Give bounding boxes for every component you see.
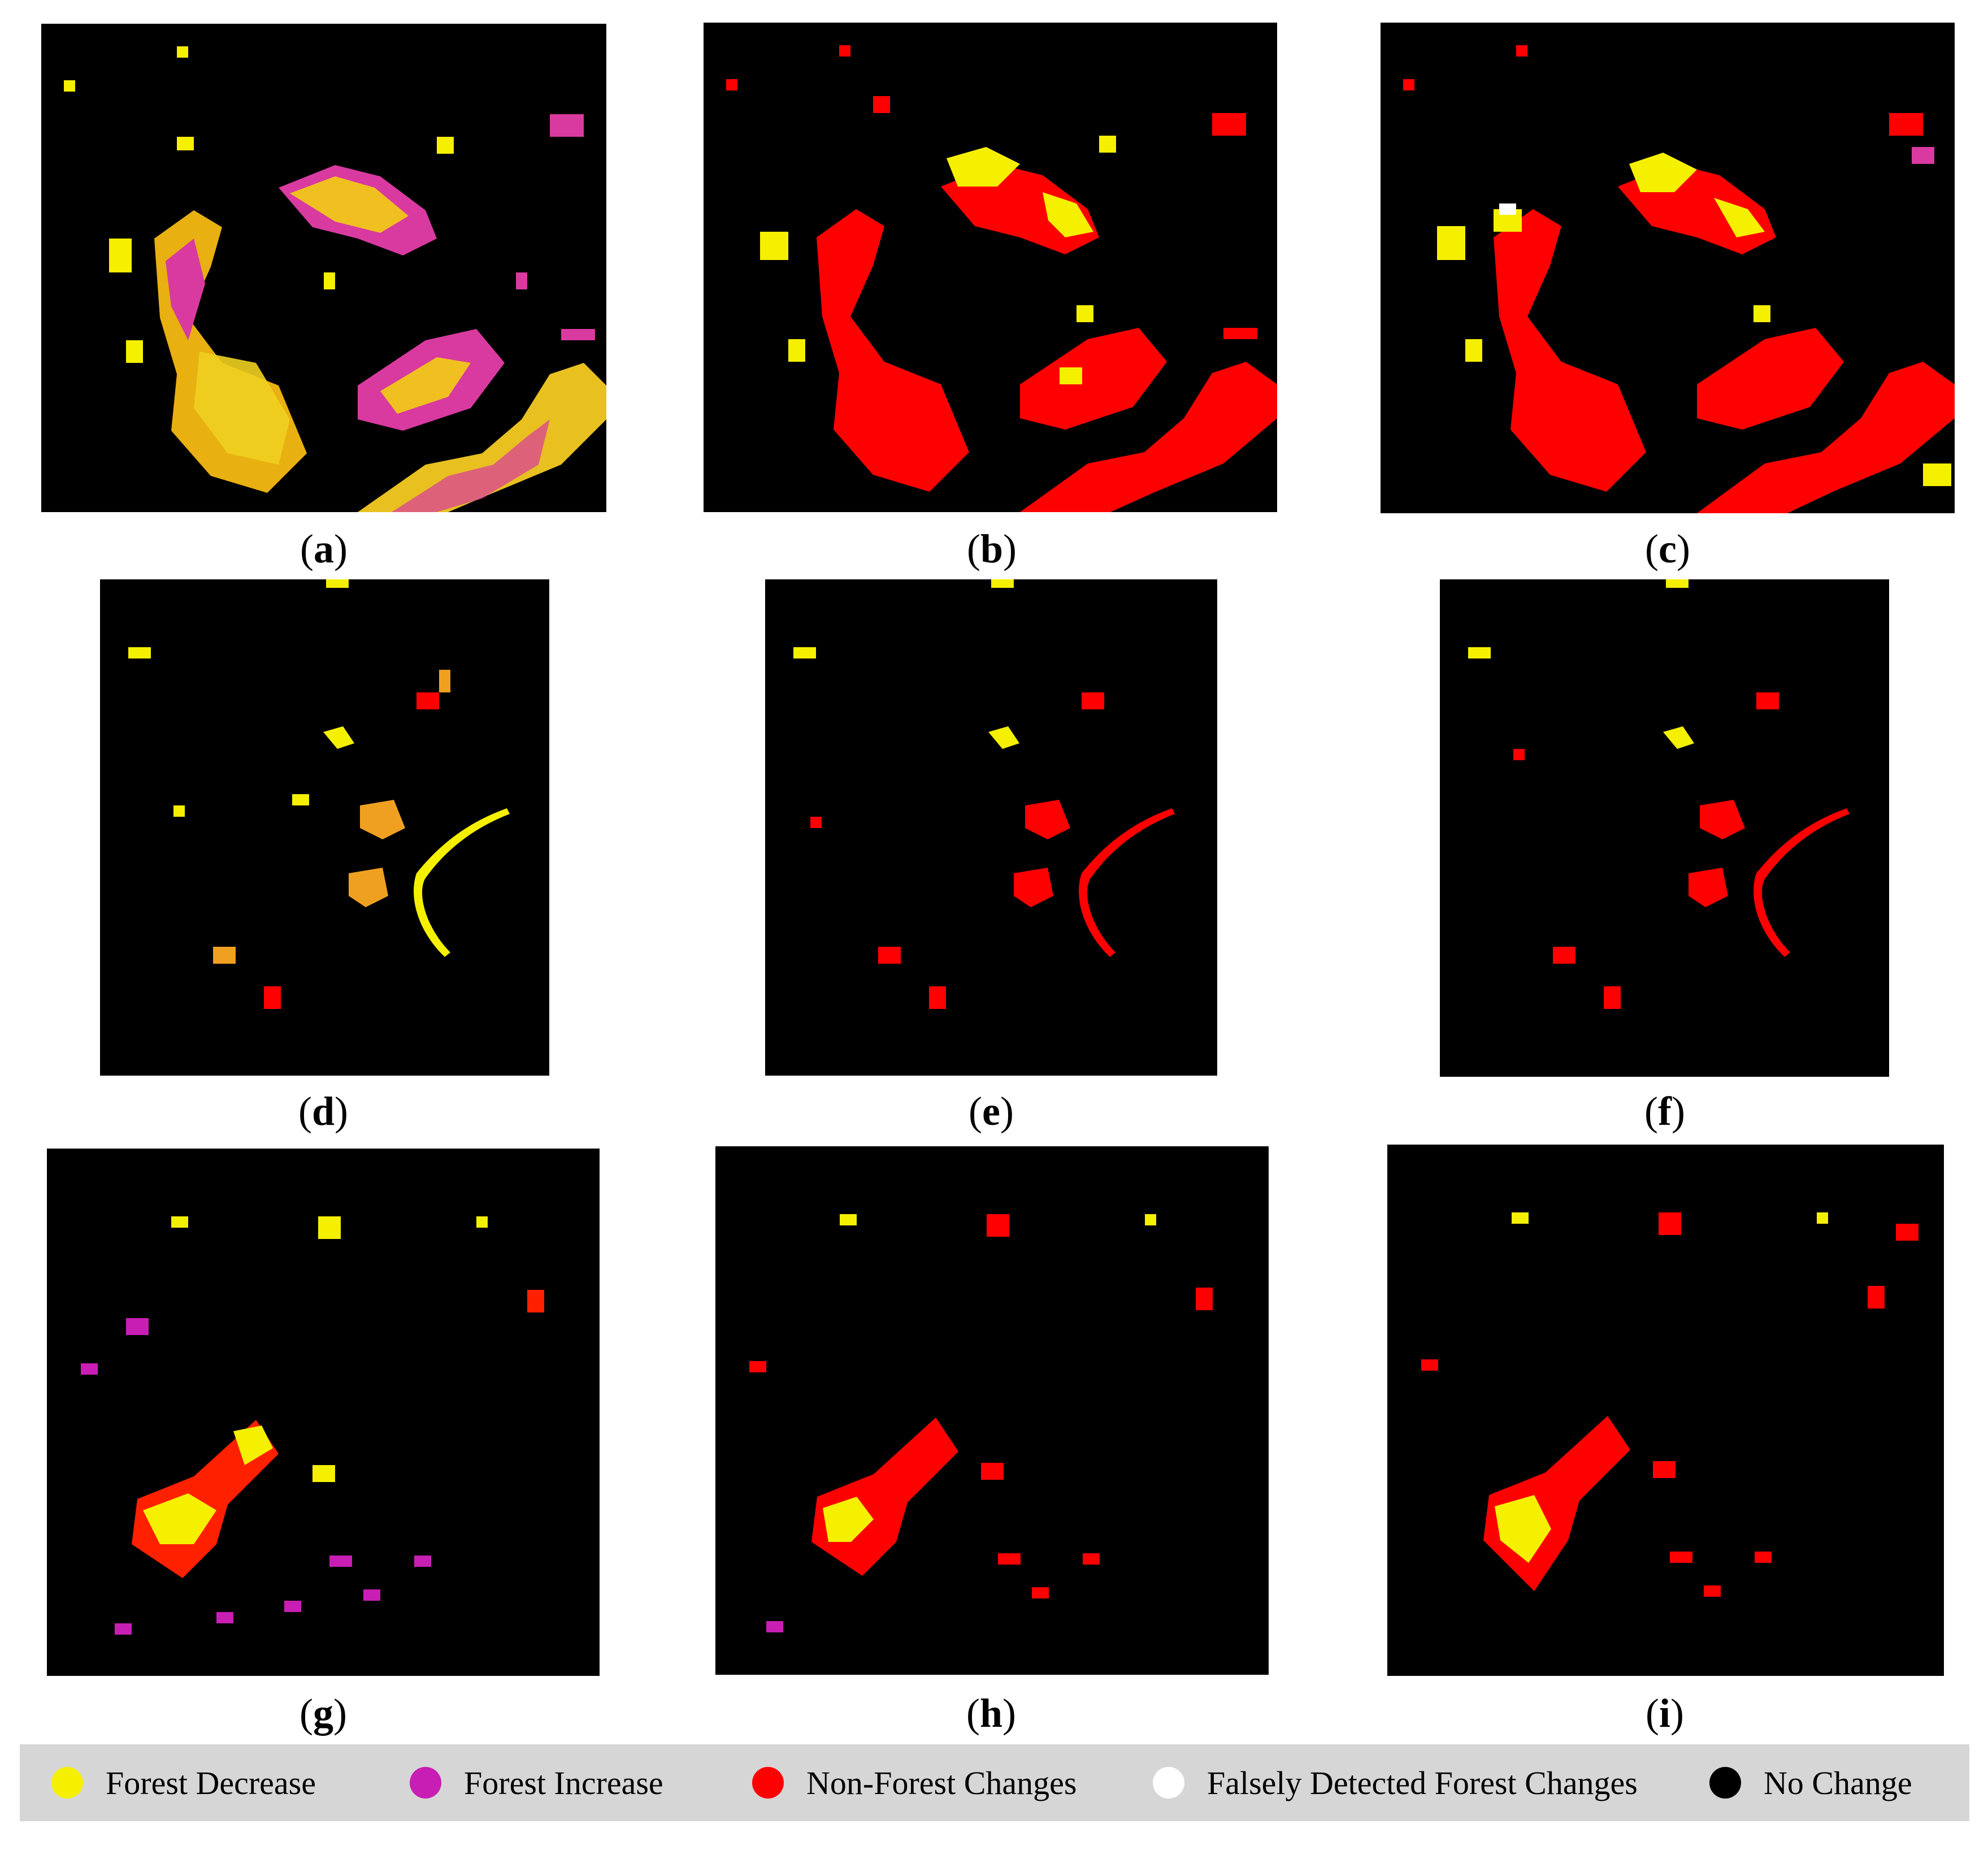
panel-label-e: (e)	[969, 1089, 1014, 1134]
panel-label-b: (b)	[966, 526, 1017, 571]
legend-label: Falsely Detected Forest Changes	[1207, 1764, 1638, 1801]
panel-label-g: (g)	[299, 1691, 347, 1736]
panel-label-d: (d)	[298, 1089, 348, 1134]
panel-label-i: (i)	[1646, 1691, 1684, 1736]
change-map-f	[1440, 579, 1889, 1077]
legend-item-non-forest-changes: Non-Forest Changes	[752, 1744, 1077, 1821]
change-map-h	[715, 1146, 1269, 1675]
panel-label-c: (c)	[1645, 526, 1690, 571]
white-dot-icon	[1153, 1767, 1184, 1799]
legend-item-falsely-detected: Falsely Detected Forest Changes	[1153, 1744, 1638, 1821]
change-map-d	[100, 579, 549, 1076]
change-map-i	[1387, 1145, 1944, 1676]
change-map-b	[704, 23, 1277, 512]
panel-label-h: (h)	[966, 1691, 1016, 1736]
change-map-a	[41, 24, 606, 512]
change-map-c	[1381, 23, 1955, 513]
legend-item-no-change: No Change	[1709, 1744, 1912, 1821]
black-dot-icon	[1709, 1767, 1741, 1799]
panel-label-f: (f)	[1644, 1089, 1685, 1134]
legend-label: Forest Increase	[464, 1764, 663, 1801]
legend-label: Non-Forest Changes	[806, 1764, 1077, 1801]
legend-item-forest-increase: Forest Increase	[410, 1744, 663, 1821]
change-map-e	[765, 579, 1217, 1076]
legend-item-forest-decrease: Forest Decrease	[51, 1744, 316, 1821]
yellow-dot-icon	[51, 1767, 83, 1799]
panel-label-a: (a)	[300, 526, 348, 571]
legend-label: Forest Decrease	[106, 1764, 316, 1801]
legend-label: No Change	[1764, 1764, 1912, 1801]
legend: Forest Decrease Forest Increase Non-Fore…	[20, 1744, 1969, 1821]
magenta-dot-icon	[410, 1767, 441, 1799]
red-dot-icon	[752, 1767, 784, 1799]
change-map-g	[47, 1149, 600, 1676]
